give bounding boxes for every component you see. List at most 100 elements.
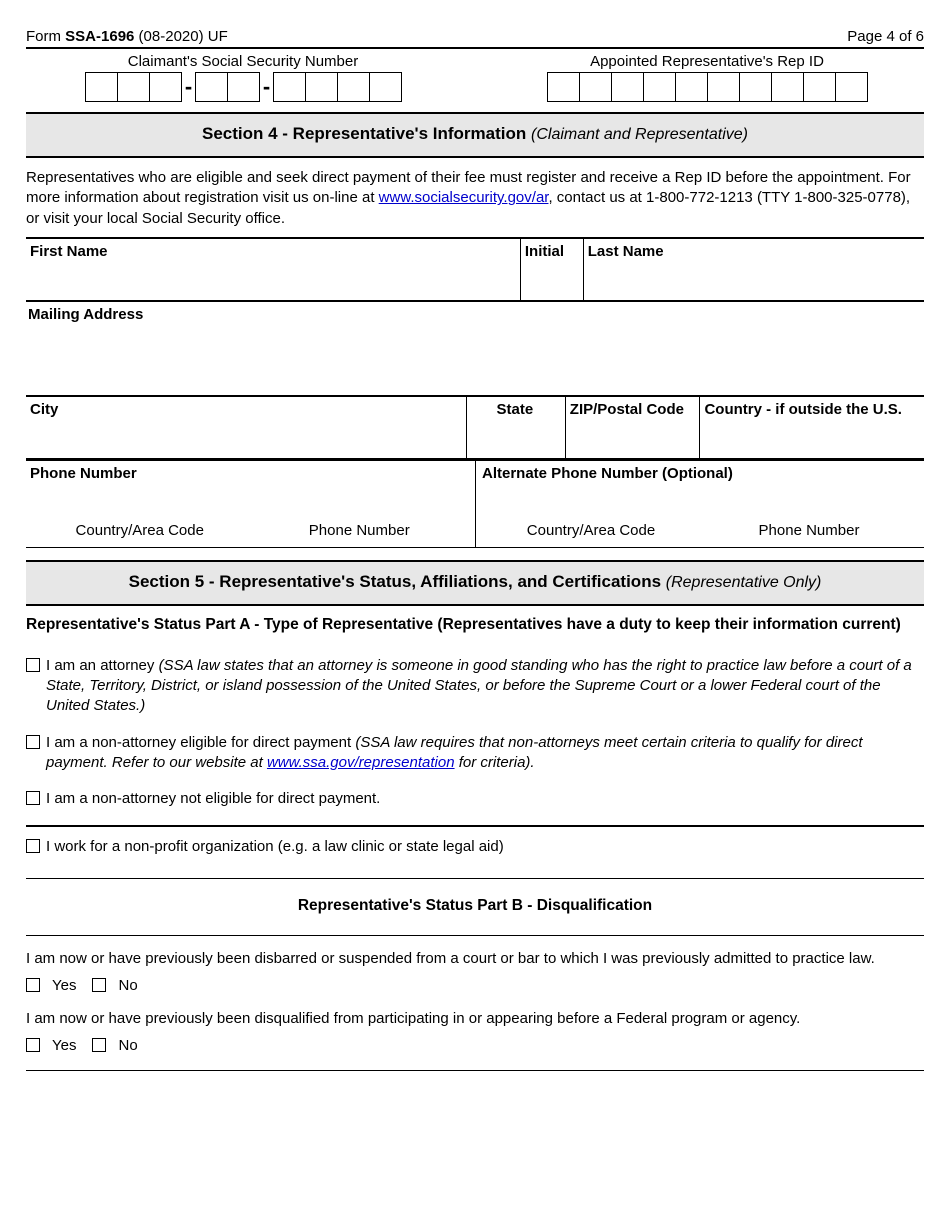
no-label-2: No bbox=[118, 1037, 137, 1054]
form-title: Form SSA-1696 (08-2020) UF bbox=[26, 28, 228, 45]
initial-field[interactable]: Initial bbox=[520, 237, 583, 301]
mailing-address-field[interactable]: Mailing Address bbox=[26, 301, 924, 395]
form-suffix: (08-2020) UF bbox=[134, 28, 227, 45]
yes-label-2: Yes bbox=[52, 1037, 76, 1054]
cac-label: Country/Area Code bbox=[30, 522, 250, 539]
divider-thin bbox=[26, 878, 924, 879]
opt4-text: I work for a non-profit organization (e.… bbox=[46, 837, 924, 857]
section4-sub: (Claimant and Representative) bbox=[531, 126, 748, 143]
page-number: Page 4 of 6 bbox=[847, 28, 924, 45]
ssn-cell[interactable] bbox=[195, 72, 228, 102]
checkbox-q2-yes[interactable] bbox=[26, 1038, 40, 1052]
city-row: City State ZIP/Postal Code Country - if … bbox=[26, 395, 924, 459]
repid-cell[interactable] bbox=[803, 72, 836, 102]
checkbox-q2-no[interactable] bbox=[92, 1038, 106, 1052]
checkbox-nonattorney-eligible[interactable] bbox=[26, 735, 40, 749]
opt1-b: (SSA law states that an attorney is some… bbox=[46, 657, 912, 715]
divider-heavy bbox=[26, 825, 924, 827]
pn-label-2: Phone Number bbox=[700, 522, 918, 539]
first-name-field[interactable]: First Name bbox=[26, 237, 520, 301]
repid-label: Appointed Representative's Rep ID bbox=[490, 53, 924, 70]
initial-label: Initial bbox=[525, 243, 564, 260]
alt-phone-field[interactable]: Alternate Phone Number (Optional) Countr… bbox=[475, 461, 924, 547]
zip-label: ZIP/Postal Code bbox=[570, 401, 684, 418]
form-page: Form SSA-1696 (08-2020) UF Page 4 of 6 C… bbox=[0, 0, 950, 1109]
dash: - bbox=[260, 72, 274, 102]
country-field[interactable]: Country - if outside the U.S. bbox=[699, 395, 924, 459]
phone-row: Phone Number Country/Area Code Phone Num… bbox=[26, 459, 924, 548]
ssn-cell[interactable] bbox=[227, 72, 260, 102]
last-name-field[interactable]: Last Name bbox=[583, 237, 924, 301]
repid-block: Appointed Representative's Rep ID bbox=[490, 53, 924, 102]
intro-link[interactable]: www.socialsecurity.gov/ar bbox=[379, 189, 549, 206]
country-label: Country - if outside the U.S. bbox=[704, 401, 902, 418]
section5-title: Section 5 - Representative's Status, Aff… bbox=[129, 572, 666, 591]
zip-field[interactable]: ZIP/Postal Code bbox=[565, 395, 700, 459]
form-number: SSA-1696 bbox=[65, 28, 134, 45]
ssn-block: Claimant's Social Security Number - - bbox=[26, 53, 460, 102]
repid-cell[interactable] bbox=[707, 72, 740, 102]
divider-thin-2 bbox=[26, 935, 924, 936]
opt2-a: I am a non-attorney eligible for direct … bbox=[46, 734, 355, 751]
ssn-cell[interactable] bbox=[305, 72, 338, 102]
city-field[interactable]: City bbox=[26, 395, 466, 459]
yes-label: Yes bbox=[52, 977, 76, 994]
opt-nonattorney-eligible-row: I am a non-attorney eligible for direct … bbox=[26, 733, 924, 774]
opt-attorney-text: I am an attorney (SSA law states that an… bbox=[46, 656, 924, 717]
checkbox-q1-no[interactable] bbox=[92, 978, 106, 992]
city-label: City bbox=[30, 401, 58, 418]
state-field[interactable]: State bbox=[466, 395, 565, 459]
page-header: Form SSA-1696 (08-2020) UF Page 4 of 6 bbox=[26, 28, 924, 49]
section4-intro: Representatives who are eligible and see… bbox=[26, 168, 924, 229]
checkbox-q1-yes[interactable] bbox=[26, 978, 40, 992]
ssn-cell[interactable] bbox=[149, 72, 182, 102]
state-label: State bbox=[497, 401, 534, 418]
mailing-label: Mailing Address bbox=[28, 306, 143, 323]
q1-yn: Yes No bbox=[26, 977, 924, 994]
section4-title: Section 4 - Representative's Information bbox=[202, 124, 531, 143]
first-name-label: First Name bbox=[30, 243, 108, 260]
opt-nonprofit-row: I work for a non-profit organization (e.… bbox=[26, 837, 924, 857]
opt3-text: I am a non-attorney not eligible for dir… bbox=[46, 789, 924, 809]
partB-title: Representative's Status Part B - Disqual… bbox=[26, 897, 924, 915]
checkbox-nonattorney-noteligible[interactable] bbox=[26, 791, 40, 805]
ssn-cell[interactable] bbox=[337, 72, 370, 102]
repid-cell[interactable] bbox=[611, 72, 644, 102]
partA-head: Representative's Status Part A - Type of… bbox=[26, 606, 924, 650]
section4-header: Section 4 - Representative's Information… bbox=[26, 112, 924, 158]
repid-cell[interactable] bbox=[771, 72, 804, 102]
phone-field[interactable]: Phone Number Country/Area Code Phone Num… bbox=[26, 461, 475, 547]
section5-header: Section 5 - Representative's Status, Aff… bbox=[26, 560, 924, 606]
opt2-c: for criteria). bbox=[455, 754, 535, 771]
repid-cell[interactable] bbox=[675, 72, 708, 102]
id-row: Claimant's Social Security Number - - Ap… bbox=[26, 53, 924, 102]
dash: - bbox=[182, 72, 196, 102]
ssn-cell[interactable] bbox=[369, 72, 402, 102]
repid-cell[interactable] bbox=[547, 72, 580, 102]
repid-cell[interactable] bbox=[739, 72, 772, 102]
pn-label: Phone Number bbox=[250, 522, 470, 539]
repid-boxes bbox=[490, 72, 924, 102]
opt-nonattorney-noteligible-row: I am a non-attorney not eligible for dir… bbox=[26, 789, 924, 809]
ssn-cell[interactable] bbox=[273, 72, 306, 102]
section5-sub: (Representative Only) bbox=[666, 574, 822, 591]
ssn-label: Claimant's Social Security Number bbox=[26, 53, 460, 70]
opt-attorney-row: I am an attorney (SSA law states that an… bbox=[26, 656, 924, 717]
form-prefix: Form bbox=[26, 28, 65, 45]
ssn-cell[interactable] bbox=[117, 72, 150, 102]
q1-text: I am now or have previously been disbarr… bbox=[26, 950, 924, 967]
checkbox-nonprofit[interactable] bbox=[26, 839, 40, 853]
cac-label-2: Country/Area Code bbox=[482, 522, 700, 539]
no-label: No bbox=[118, 977, 137, 994]
representation-link[interactable]: www.ssa.gov/representation bbox=[267, 754, 455, 771]
ssn-cell[interactable] bbox=[85, 72, 118, 102]
repid-cell[interactable] bbox=[643, 72, 676, 102]
repid-cell[interactable] bbox=[835, 72, 868, 102]
checkbox-attorney[interactable] bbox=[26, 658, 40, 672]
alt-phone-label: Alternate Phone Number (Optional) bbox=[482, 465, 918, 482]
repid-cell[interactable] bbox=[579, 72, 612, 102]
q2-yn: Yes No bbox=[26, 1037, 924, 1054]
phone-label: Phone Number bbox=[30, 465, 469, 482]
name-row: First Name Initial Last Name bbox=[26, 237, 924, 301]
opt1-a: I am an attorney bbox=[46, 657, 159, 674]
